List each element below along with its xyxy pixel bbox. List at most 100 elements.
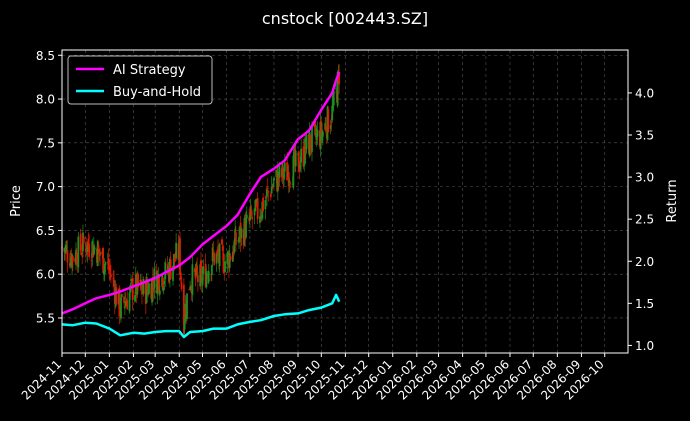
candle-body: [231, 251, 234, 262]
candle-body: [277, 175, 280, 181]
candle-body: [134, 295, 136, 302]
candle-body: [224, 261, 226, 272]
candle-body: [316, 129, 319, 137]
candle-body: [148, 283, 150, 294]
legend: AI Strategy Buy-and-Hold: [67, 55, 213, 105]
candle-body: [238, 236, 240, 242]
candle-body: [118, 287, 121, 317]
candle-body: [217, 249, 219, 256]
candle-body: [250, 209, 253, 216]
candle-body: [205, 271, 208, 288]
candle-body: [314, 127, 317, 138]
candle-body: [164, 262, 167, 280]
candle-body: [103, 270, 105, 275]
candle-body: [120, 297, 122, 319]
candle-body: [278, 166, 281, 178]
candle-body: [311, 126, 313, 152]
candle-body: [141, 283, 143, 295]
candle-body: [298, 168, 301, 172]
candle-body: [226, 252, 229, 265]
candle-body: [128, 292, 131, 312]
candle-body: [162, 277, 164, 289]
candle-body: [229, 256, 232, 260]
candle-body: [266, 189, 268, 197]
candle-body: [300, 148, 303, 163]
candle-body: [142, 279, 145, 295]
candle-body: [152, 287, 155, 291]
candle-body: [321, 131, 324, 137]
candle-body: [200, 266, 203, 284]
candle-body: [255, 204, 258, 206]
y-axis-price: 5.5 6.0 6.5 7.0 7.5 8.0 8.5: [36, 49, 62, 325]
legend-label-buy-and-hold: Buy-and-Hold: [113, 85, 201, 100]
candle-body: [276, 171, 279, 192]
candle-body: [305, 134, 308, 150]
candle-body: [120, 294, 123, 297]
candle-body: [335, 88, 337, 90]
y2-tick-label: 3.0: [635, 171, 654, 185]
candle-body: [82, 236, 85, 244]
candle-body: [88, 243, 91, 257]
y-tick-label: 5.5: [36, 311, 55, 325]
candle-body: [332, 91, 335, 106]
candle-body: [270, 186, 273, 194]
candle-body: [265, 195, 268, 199]
candle-body: [289, 182, 292, 184]
candle-body: [314, 121, 317, 126]
candle-body: [303, 163, 306, 166]
candle-body: [332, 103, 334, 109]
y2-tick-label: 2.0: [635, 255, 654, 269]
candle-body: [188, 289, 191, 290]
candle-body: [65, 246, 68, 250]
candle-body: [131, 278, 134, 301]
candle-body: [283, 162, 286, 172]
candle-body: [123, 306, 126, 308]
candle-body: [196, 275, 199, 283]
return-lines: [61, 71, 341, 339]
candle-body: [206, 273, 209, 275]
candle-body: [256, 197, 259, 219]
candle-body: [201, 276, 204, 286]
candle-body: [77, 236, 80, 268]
candle-body: [262, 197, 264, 212]
candle-body: [92, 245, 95, 255]
y2-tick-label: 3.5: [635, 129, 654, 143]
candle-body: [109, 265, 112, 272]
candle-body: [179, 238, 181, 274]
candle-body: [104, 262, 107, 265]
candle-body: [221, 239, 223, 245]
price-candles: [61, 64, 341, 338]
candle-body: [273, 177, 275, 181]
candle-body: [151, 278, 153, 303]
candle-body: [110, 274, 112, 278]
y-tick-label: 7.0: [36, 180, 55, 194]
candle-body: [200, 260, 202, 269]
y-tick-label: 6.0: [36, 268, 55, 282]
y-tick-label: 8.5: [36, 49, 55, 63]
candle-body: [213, 252, 216, 265]
candle-body: [175, 242, 178, 259]
candle-body: [145, 278, 148, 303]
y-axis-return: 1.0 1.5 2.0 2.5 3.0 3.5 4.0: [628, 86, 654, 353]
candle-body: [180, 282, 183, 289]
candle-body: [297, 151, 300, 172]
candle-body: [102, 248, 105, 273]
candle-body: [294, 150, 297, 167]
candle-body: [331, 105, 334, 121]
candle-body: [179, 272, 182, 280]
candle-body: [320, 121, 323, 138]
candle-body: [90, 259, 93, 262]
candle-body: [253, 208, 256, 216]
candle-body: [174, 260, 177, 261]
candle-body: [269, 193, 272, 198]
candle-body: [97, 244, 100, 248]
y-axis-label: Price: [9, 185, 24, 217]
y2-tick-label: 1.0: [635, 339, 654, 353]
candle-body: [266, 187, 269, 189]
candle-body: [215, 253, 218, 264]
candle-body: [288, 180, 291, 183]
y-tick-label: 7.5: [36, 136, 55, 150]
candle-body: [98, 248, 101, 254]
candle-body: [272, 184, 275, 187]
candle-body: [81, 252, 84, 255]
